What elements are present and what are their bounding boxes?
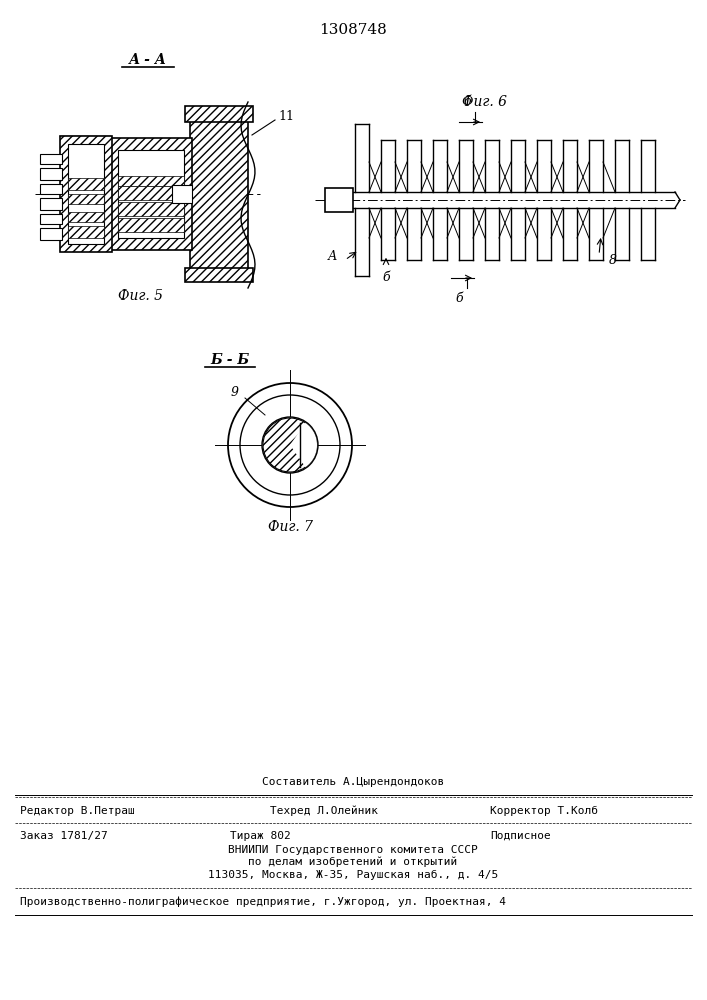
Bar — [60, 136, 112, 252]
Text: 8: 8 — [609, 253, 617, 266]
Text: Заказ 1781/27: Заказ 1781/27 — [20, 831, 107, 841]
Bar — [118, 186, 184, 200]
Bar — [68, 212, 104, 222]
Text: 9: 9 — [231, 386, 239, 399]
Bar — [40, 228, 62, 240]
Circle shape — [263, 418, 317, 472]
Circle shape — [262, 417, 318, 473]
Text: Техред Л.Олейник: Техред Л.Олейник — [270, 806, 378, 816]
Text: А: А — [327, 250, 337, 263]
Text: А - А: А - А — [129, 53, 167, 67]
Bar — [68, 194, 104, 204]
Bar — [118, 202, 184, 216]
Text: Фиг. 6: Фиг. 6 — [462, 95, 508, 109]
Text: Фиг. 5: Фиг. 5 — [117, 289, 163, 303]
Text: б: б — [382, 271, 390, 284]
Bar — [185, 106, 253, 122]
Bar — [118, 176, 184, 186]
Text: 113035, Москва, Ж-35, Раушская наб., д. 4/5: 113035, Москва, Ж-35, Раушская наб., д. … — [208, 870, 498, 880]
Bar — [190, 110, 248, 280]
Text: б: б — [463, 95, 471, 108]
Bar — [40, 214, 62, 224]
Wedge shape — [290, 423, 317, 467]
Bar — [68, 178, 104, 190]
Bar — [40, 154, 62, 164]
Bar — [40, 198, 62, 210]
Text: 11: 11 — [278, 110, 294, 123]
Text: 1308748: 1308748 — [319, 23, 387, 37]
Bar — [118, 218, 184, 232]
Text: Подписное: Подписное — [490, 831, 551, 841]
Text: Фиг. 7: Фиг. 7 — [267, 520, 312, 534]
Bar — [40, 184, 62, 194]
Text: Составитель А.Цырендондоков: Составитель А.Цырендондоков — [262, 777, 444, 787]
Bar — [172, 185, 192, 203]
Text: Редактор В.Петраш: Редактор В.Петраш — [20, 806, 135, 816]
Bar — [118, 150, 184, 238]
Text: ВНИИПИ Государственного комитета СССР: ВНИИПИ Государственного комитета СССР — [228, 845, 478, 855]
Text: Б - Б: Б - Б — [211, 353, 250, 367]
Text: Производственно-полиграфическое предприятие, г.Ужгород, ул. Проектная, 4: Производственно-полиграфическое предприя… — [20, 897, 506, 907]
Bar — [40, 168, 62, 180]
Text: Корректор Т.Колб: Корректор Т.Колб — [490, 806, 598, 816]
Bar — [68, 226, 104, 238]
Text: Тираж 802: Тираж 802 — [230, 831, 291, 841]
Bar — [185, 268, 253, 282]
Bar — [110, 138, 192, 250]
Text: по делам изобретений и открытий: по делам изобретений и открытий — [248, 857, 457, 867]
Bar — [68, 144, 104, 244]
Bar — [325, 188, 353, 212]
Text: б: б — [455, 292, 463, 305]
